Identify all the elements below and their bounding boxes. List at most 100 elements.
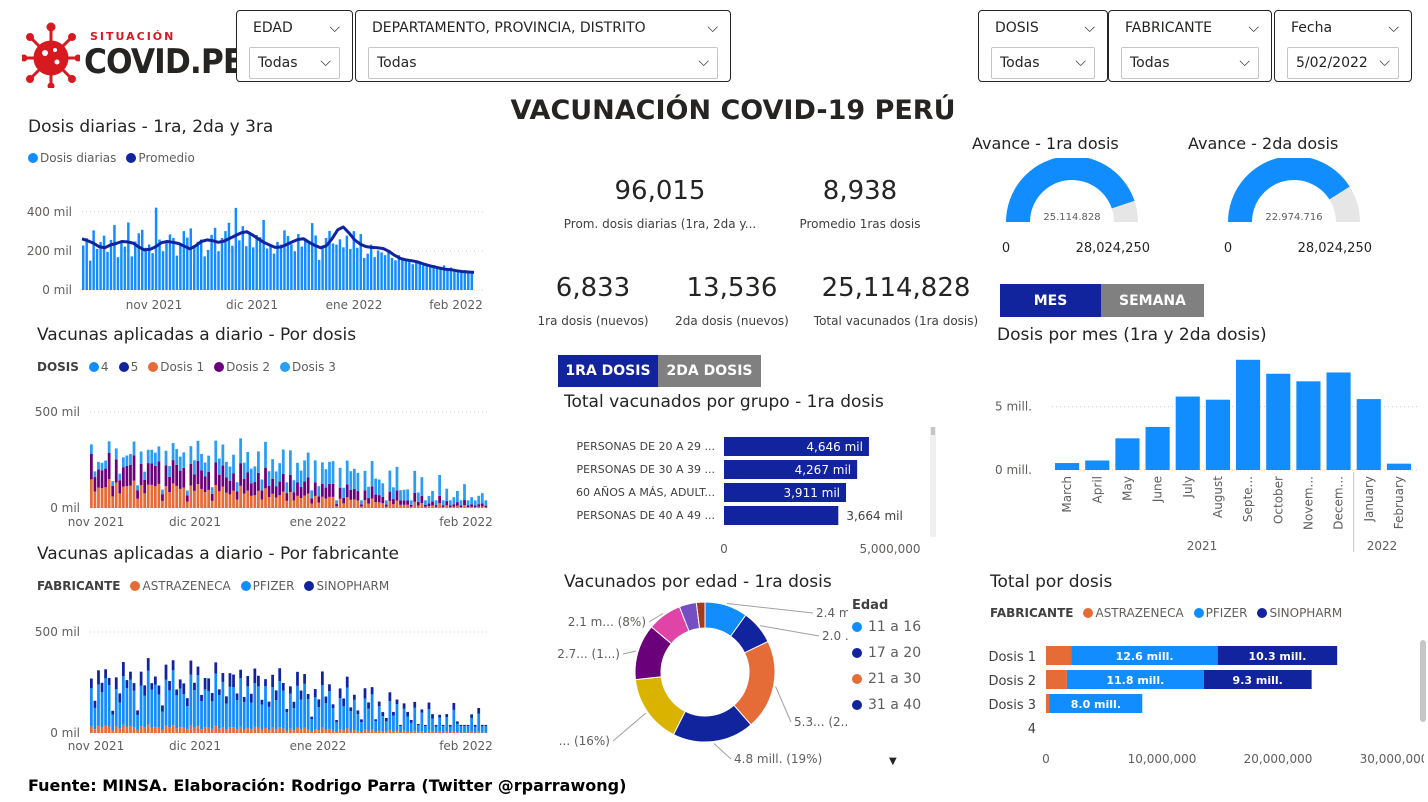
stacked-bar-segment — [178, 456, 182, 471]
stacked-bar-segment — [420, 495, 424, 504]
stacked-bar-segment — [438, 495, 442, 504]
stacked-bar-segment — [100, 488, 104, 508]
stacked-bar-segment — [129, 464, 132, 486]
stacked-bar-segment — [249, 483, 253, 496]
slicer-departamento[interactable]: DEPARTAMENTO, PROVINCIA, DISTRITO ⌵ Toda… — [355, 10, 731, 82]
stacked-bar-segment — [125, 465, 129, 487]
stacked-bar-segment — [136, 498, 139, 508]
stacked-bar-segment — [338, 688, 342, 699]
stacked-bar-segment — [296, 671, 299, 686]
stacked-bar-segment — [203, 689, 207, 728]
stacked-bar-segment — [121, 486, 125, 508]
slicer-fecha[interactable]: Fecha ⌵ 5/02/2022 ⌵ — [1274, 10, 1412, 82]
chevron-down-icon[interactable]: ⌵ — [707, 20, 718, 36]
stacked-bar-segment — [434, 500, 438, 506]
stacked-bar-segment — [210, 493, 214, 501]
stacked-bar-segment — [129, 671, 132, 680]
stacked-bar-segment — [221, 444, 225, 466]
stacked-bar-segment — [303, 727, 306, 733]
slicer-dosis[interactable]: DOSIS ⌵ Todas ⌵ — [978, 10, 1108, 82]
x-tick-label: ene 2022 — [290, 739, 347, 753]
monthly-bar — [1356, 399, 1381, 470]
stacked-bar-segment — [168, 492, 171, 508]
stacked-bar-segment — [370, 486, 374, 499]
stacked-bar-segment — [264, 488, 267, 508]
donut-leader-line — [726, 602, 814, 614]
daily-bar — [220, 237, 224, 290]
chevron-down-icon[interactable]: ⌵ — [320, 54, 331, 70]
stacked-bar-segment — [292, 730, 296, 733]
stacked-bar-segment — [257, 686, 260, 728]
stacked-bar-segment — [274, 700, 278, 730]
slicer-edad-dropdown[interactable]: Todas ⌵ — [249, 47, 340, 79]
chevron-down-icon[interactable]: ⌵ — [1084, 20, 1095, 36]
stacked-bar-segment — [143, 479, 147, 494]
slicer-edad[interactable]: EDAD ⌵ Todas ⌵ — [236, 10, 353, 82]
daily-bar — [435, 266, 439, 290]
stacked-bar-segment — [452, 504, 456, 507]
total-dose-legend-title: FABRICANTE — [990, 606, 1074, 620]
stacked-bar-segment — [93, 471, 97, 478]
stacked-bar-segment — [456, 721, 459, 724]
stacked-bar-segment — [306, 729, 310, 733]
daily-bar — [120, 243, 123, 290]
chevron-down-icon[interactable]: ⌵ — [1239, 54, 1250, 70]
stacked-bar-segment — [299, 690, 303, 700]
stacked-bar-segment — [161, 711, 164, 730]
gauge-value-label: 25.114.828 — [1043, 212, 1100, 223]
stacked-bar-segment — [104, 725, 107, 733]
kpi-dosis1-nuevos-value: 6,833 — [555, 273, 631, 303]
daily-bar — [172, 237, 175, 290]
stacked-bar-segment — [104, 678, 107, 726]
stacked-bar-segment — [431, 714, 434, 719]
chevron-down-icon[interactable]: ⌵ — [329, 20, 340, 36]
stacked-bar-segment — [185, 729, 189, 733]
stacked-bar-segment — [97, 487, 100, 508]
stacked-bar-segment — [363, 688, 367, 699]
stacked-bar-segment — [313, 482, 317, 496]
stacked-bar-segment — [157, 727, 161, 733]
stacked-bar-segment — [349, 711, 353, 731]
chevron-down-icon[interactable]: ⌵ — [1075, 54, 1086, 70]
slicer-fecha-dropdown[interactable]: 5/02/2022 ⌵ — [1287, 47, 1399, 79]
stacked-bar-segment — [107, 479, 111, 508]
daily-bar — [116, 257, 120, 290]
button-mes[interactable]: MES — [1000, 284, 1101, 317]
slicer-departamento-dropdown[interactable]: Todas ⌵ — [368, 47, 718, 79]
stacked-bar-segment — [480, 503, 484, 507]
stacked-bar-segment — [477, 495, 481, 505]
chevron-down-icon[interactable]: ⌵ — [698, 54, 709, 70]
stacked-bar-segment — [299, 487, 303, 499]
kpi-dosis1-nuevos-label: 1ra dosis (nuevos) — [537, 314, 649, 328]
monthly-bar — [1386, 463, 1411, 470]
slicer-dosis-dropdown[interactable]: Todas ⌵ — [991, 47, 1095, 79]
chevron-down-icon[interactable]: ⌵ — [1248, 20, 1259, 36]
gauge1-chart: 25.114.828 0 28,024,250 — [1002, 158, 1150, 256]
button-2da-dosis[interactable]: 2DA DOSIS — [658, 355, 761, 387]
y-tick-label: 0 mil — [42, 283, 72, 297]
stacked-bar-segment — [178, 688, 182, 728]
monthly-bar — [1055, 463, 1080, 470]
stacked-bar-segment — [328, 483, 331, 497]
donut-leader-line — [713, 743, 732, 760]
stacked-bar-segment — [200, 470, 203, 489]
chevron-down-icon[interactable]: ⌵ — [1379, 54, 1390, 70]
stacked-bar-segment — [420, 731, 424, 733]
chevron-down-icon[interactable]: ⌵ — [1388, 20, 1399, 36]
button-1ra-dosis[interactable]: 1RA DOSIS — [558, 355, 658, 387]
button-semana[interactable]: SEMANA — [1101, 284, 1204, 317]
slicer-fabricante-dropdown[interactable]: Todas ⌵ — [1121, 47, 1259, 79]
stacked-bar-segment — [97, 469, 100, 488]
stacked-bar-segment — [299, 470, 303, 488]
daily-bar — [144, 247, 147, 290]
stacked-bar-segment — [370, 498, 374, 508]
slicer-fabricante[interactable]: FABRICANTE ⌵ Todas ⌵ — [1108, 10, 1272, 82]
legend-scroll-down-icon[interactable]: ▼ — [889, 756, 897, 767]
gauge-min-label: 0 — [1224, 241, 1232, 256]
logo-top-text: SITUACIÓN — [90, 30, 176, 43]
daily-bar — [127, 222, 130, 290]
scrollbar-thumb[interactable] — [1420, 640, 1426, 722]
kpi-prom-1ras-value: 8,938 — [822, 176, 898, 206]
stacked-bar-segment — [459, 732, 463, 733]
daily-bar — [390, 257, 394, 290]
